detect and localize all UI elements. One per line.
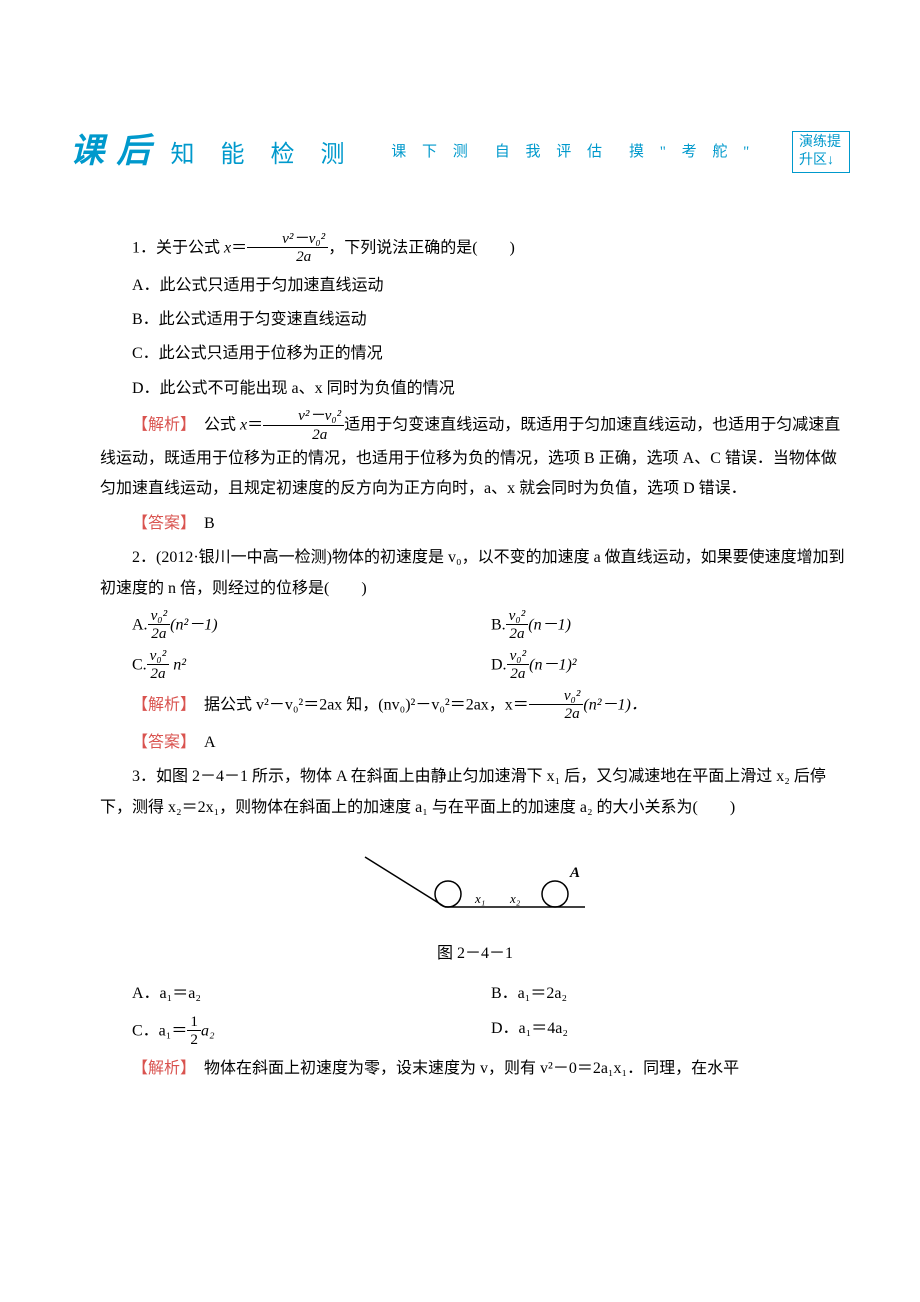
q1-frac-den: 2a <box>247 248 328 265</box>
q3-options-row1: A．a₁＝a₂ B．a₁＝2a₂ <box>100 979 850 1009</box>
q2-analysis-post: (n²－1)． <box>583 697 646 714</box>
q3-option-b: B．a₁＝2a₂ <box>491 979 850 1009</box>
q3-analysis-label: 【解析】 <box>132 1060 188 1077</box>
header-zhineng: 知 能 检 测 <box>171 133 355 179</box>
header-subtitle: 课 下 测 自 我 评 估 摸 " 考 舵 " <box>391 138 755 167</box>
q1-option-b: B．此公式适用于匀变速直线运动 <box>100 305 850 335</box>
q3-option-a: A．a₁＝a₂ <box>132 979 491 1009</box>
q3-stem: 3．如图 2－4－1 所示，物体 A 在斜面上由静止匀加速滑下 x₁ 后，又匀减… <box>100 762 850 823</box>
q3-option-d: D．a₁＝4a₂ <box>491 1014 850 1050</box>
header-right-box: 演练提 升区↓ <box>792 131 850 173</box>
q2-answer-label: 【答案】 <box>132 734 188 751</box>
q3-analysis-text: 物体在斜面上初速度为零，设末速度为 v，则有 v²－0＝2a₁x₁．同理，在水平 <box>188 1060 739 1077</box>
q1-stem-pre: 1．关于公式 <box>132 239 224 256</box>
fig-label-x2: x₂ <box>509 891 521 906</box>
q2-option-c: C.v₀²2a n² <box>132 648 491 684</box>
q1-option-d: D．此公式不可能出现 a、x 同时为负值的情况 <box>100 374 850 404</box>
q1-answer: 【答案】 B <box>100 509 850 539</box>
q2-option-b: B.v₀²2a(n－1) <box>491 608 850 644</box>
q1-frac: v²－v₀²2a <box>247 230 328 266</box>
q3-analysis: 【解析】 物体在斜面上初速度为零，设末速度为 v，则有 v²－0＝2a₁x₁．同… <box>100 1054 850 1084</box>
header-kehou: 课 后 <box>70 120 153 185</box>
q2-analysis-label: 【解析】 <box>132 697 188 714</box>
q2-stem: 2．(2012·银川一中高一检测)物体的初速度是 v₀，以不变的加速度 a 做直… <box>100 543 850 604</box>
q3-figure: x₁ x₂ A <box>100 847 850 927</box>
q2-analysis: 【解析】 据公式 v²－v₀²＝2ax 知，(nv₀)²－v₀²＝2ax，x＝v… <box>100 688 850 724</box>
q1-option-a: A．此公式只适用于匀加速直线运动 <box>100 271 850 301</box>
fig-label-a: A <box>569 865 580 881</box>
q1-frac-num: v²－v₀² <box>247 230 328 248</box>
q1-analysis: 【解析】 公式 x＝v²－v₀²2a适用于匀变速直线运动，既适用于匀加速直线运动… <box>100 408 850 505</box>
q3-figure-caption: 图 2－4－1 <box>100 939 850 969</box>
header-right-line2: 升区↓ <box>799 153 834 168</box>
q2-option-d: D.v₀²2a(n－1)² <box>491 648 850 684</box>
q2-option-a: A.v₀²2a(n²－1) <box>132 608 491 644</box>
q1-answer-value: B <box>188 515 215 532</box>
q1-stem: 1．关于公式 x＝v²－v₀²2a，下列说法正确的是( ) <box>100 231 850 267</box>
q1-stem-post: ，下列说法正确的是( ) <box>328 239 515 256</box>
q2-answer-value: A <box>188 734 216 751</box>
q2-options-row1: A.v₀²2a(n²－1) B.v₀²2a(n－1) <box>100 608 850 644</box>
q2-analysis-pre: 据公式 v²－v₀²＝2ax 知，(nv₀)²－v₀²＝2ax，x＝ <box>188 697 529 714</box>
q1-answer-label: 【答案】 <box>132 515 188 532</box>
header-right-line1: 演练提 <box>799 135 841 150</box>
q3-options-row2: C．a₁＝12a₂ D．a₁＝4a₂ <box>100 1014 850 1050</box>
q1-analysis-pre: 公式 <box>188 417 240 434</box>
header-banner: 课 后 知 能 检 测 课 下 测 自 我 评 估 摸 " 考 舵 " 演练提 … <box>70 120 850 191</box>
q2-options-row2: C.v₀²2a n² D.v₀²2a(n－1)² <box>100 648 850 684</box>
q1-analysis-frac: v²－v₀²2a <box>263 407 344 443</box>
fig-label-x1: x₁ <box>474 891 485 906</box>
header-left: 课 后 知 能 检 测 <box>70 120 355 185</box>
q1-analysis-label: 【解析】 <box>132 417 188 434</box>
q3-figure-svg: x₁ x₂ A <box>345 847 605 927</box>
q2-answer: 【答案】 A <box>100 728 850 758</box>
content-area: 1．关于公式 x＝v²－v₀²2a，下列说法正确的是( ) A．此公式只适用于匀… <box>70 231 850 1084</box>
q1-option-c: C．此公式只适用于位移为正的情况 <box>100 339 850 369</box>
q3-option-c: C．a₁＝12a₂ <box>132 1014 491 1050</box>
